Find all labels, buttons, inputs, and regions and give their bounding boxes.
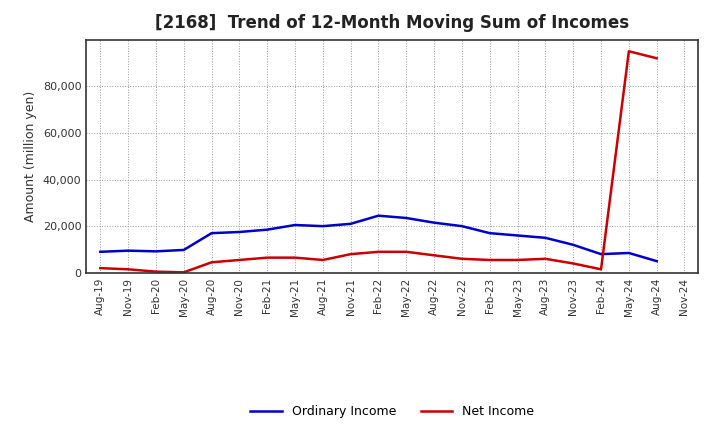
Title: [2168]  Trend of 12-Month Moving Sum of Incomes: [2168] Trend of 12-Month Moving Sum of I… (156, 15, 629, 33)
Ordinary Income (318, 224, 327, 229)
Ordinary Income (458, 224, 467, 229)
Net Income (624, 48, 633, 54)
Line: Ordinary Income: Ordinary Income (100, 216, 657, 261)
Net Income (513, 257, 522, 263)
Ordinary Income (485, 231, 494, 236)
Ordinary Income (152, 249, 161, 254)
Net Income (346, 252, 355, 257)
Ordinary Income (179, 247, 188, 253)
Ordinary Income (652, 258, 661, 264)
Net Income (96, 265, 104, 271)
Ordinary Income (291, 222, 300, 227)
Net Income (207, 260, 216, 265)
Ordinary Income (207, 231, 216, 236)
Net Income (569, 261, 577, 266)
Ordinary Income (569, 242, 577, 247)
Net Income (597, 267, 606, 272)
Net Income (485, 257, 494, 263)
Net Income (402, 249, 410, 254)
Net Income (318, 257, 327, 263)
Legend: Ordinary Income, Net Income: Ordinary Income, Net Income (246, 400, 539, 423)
Net Income (263, 255, 271, 260)
Net Income (652, 55, 661, 61)
Net Income (291, 255, 300, 260)
Ordinary Income (624, 250, 633, 256)
Net Income (235, 257, 243, 263)
Net Income (179, 270, 188, 275)
Net Income (152, 269, 161, 274)
Net Income (124, 267, 132, 272)
Line: Net Income: Net Income (100, 51, 657, 272)
Ordinary Income (430, 220, 438, 225)
Ordinary Income (96, 249, 104, 254)
Ordinary Income (402, 215, 410, 220)
Ordinary Income (541, 235, 550, 240)
Ordinary Income (513, 233, 522, 238)
Net Income (430, 253, 438, 258)
Net Income (458, 256, 467, 261)
Ordinary Income (597, 252, 606, 257)
Ordinary Income (235, 229, 243, 235)
Net Income (541, 256, 550, 261)
Net Income (374, 249, 383, 254)
Y-axis label: Amount (million yen): Amount (million yen) (24, 91, 37, 222)
Ordinary Income (374, 213, 383, 218)
Ordinary Income (263, 227, 271, 232)
Ordinary Income (124, 248, 132, 253)
Ordinary Income (346, 221, 355, 227)
